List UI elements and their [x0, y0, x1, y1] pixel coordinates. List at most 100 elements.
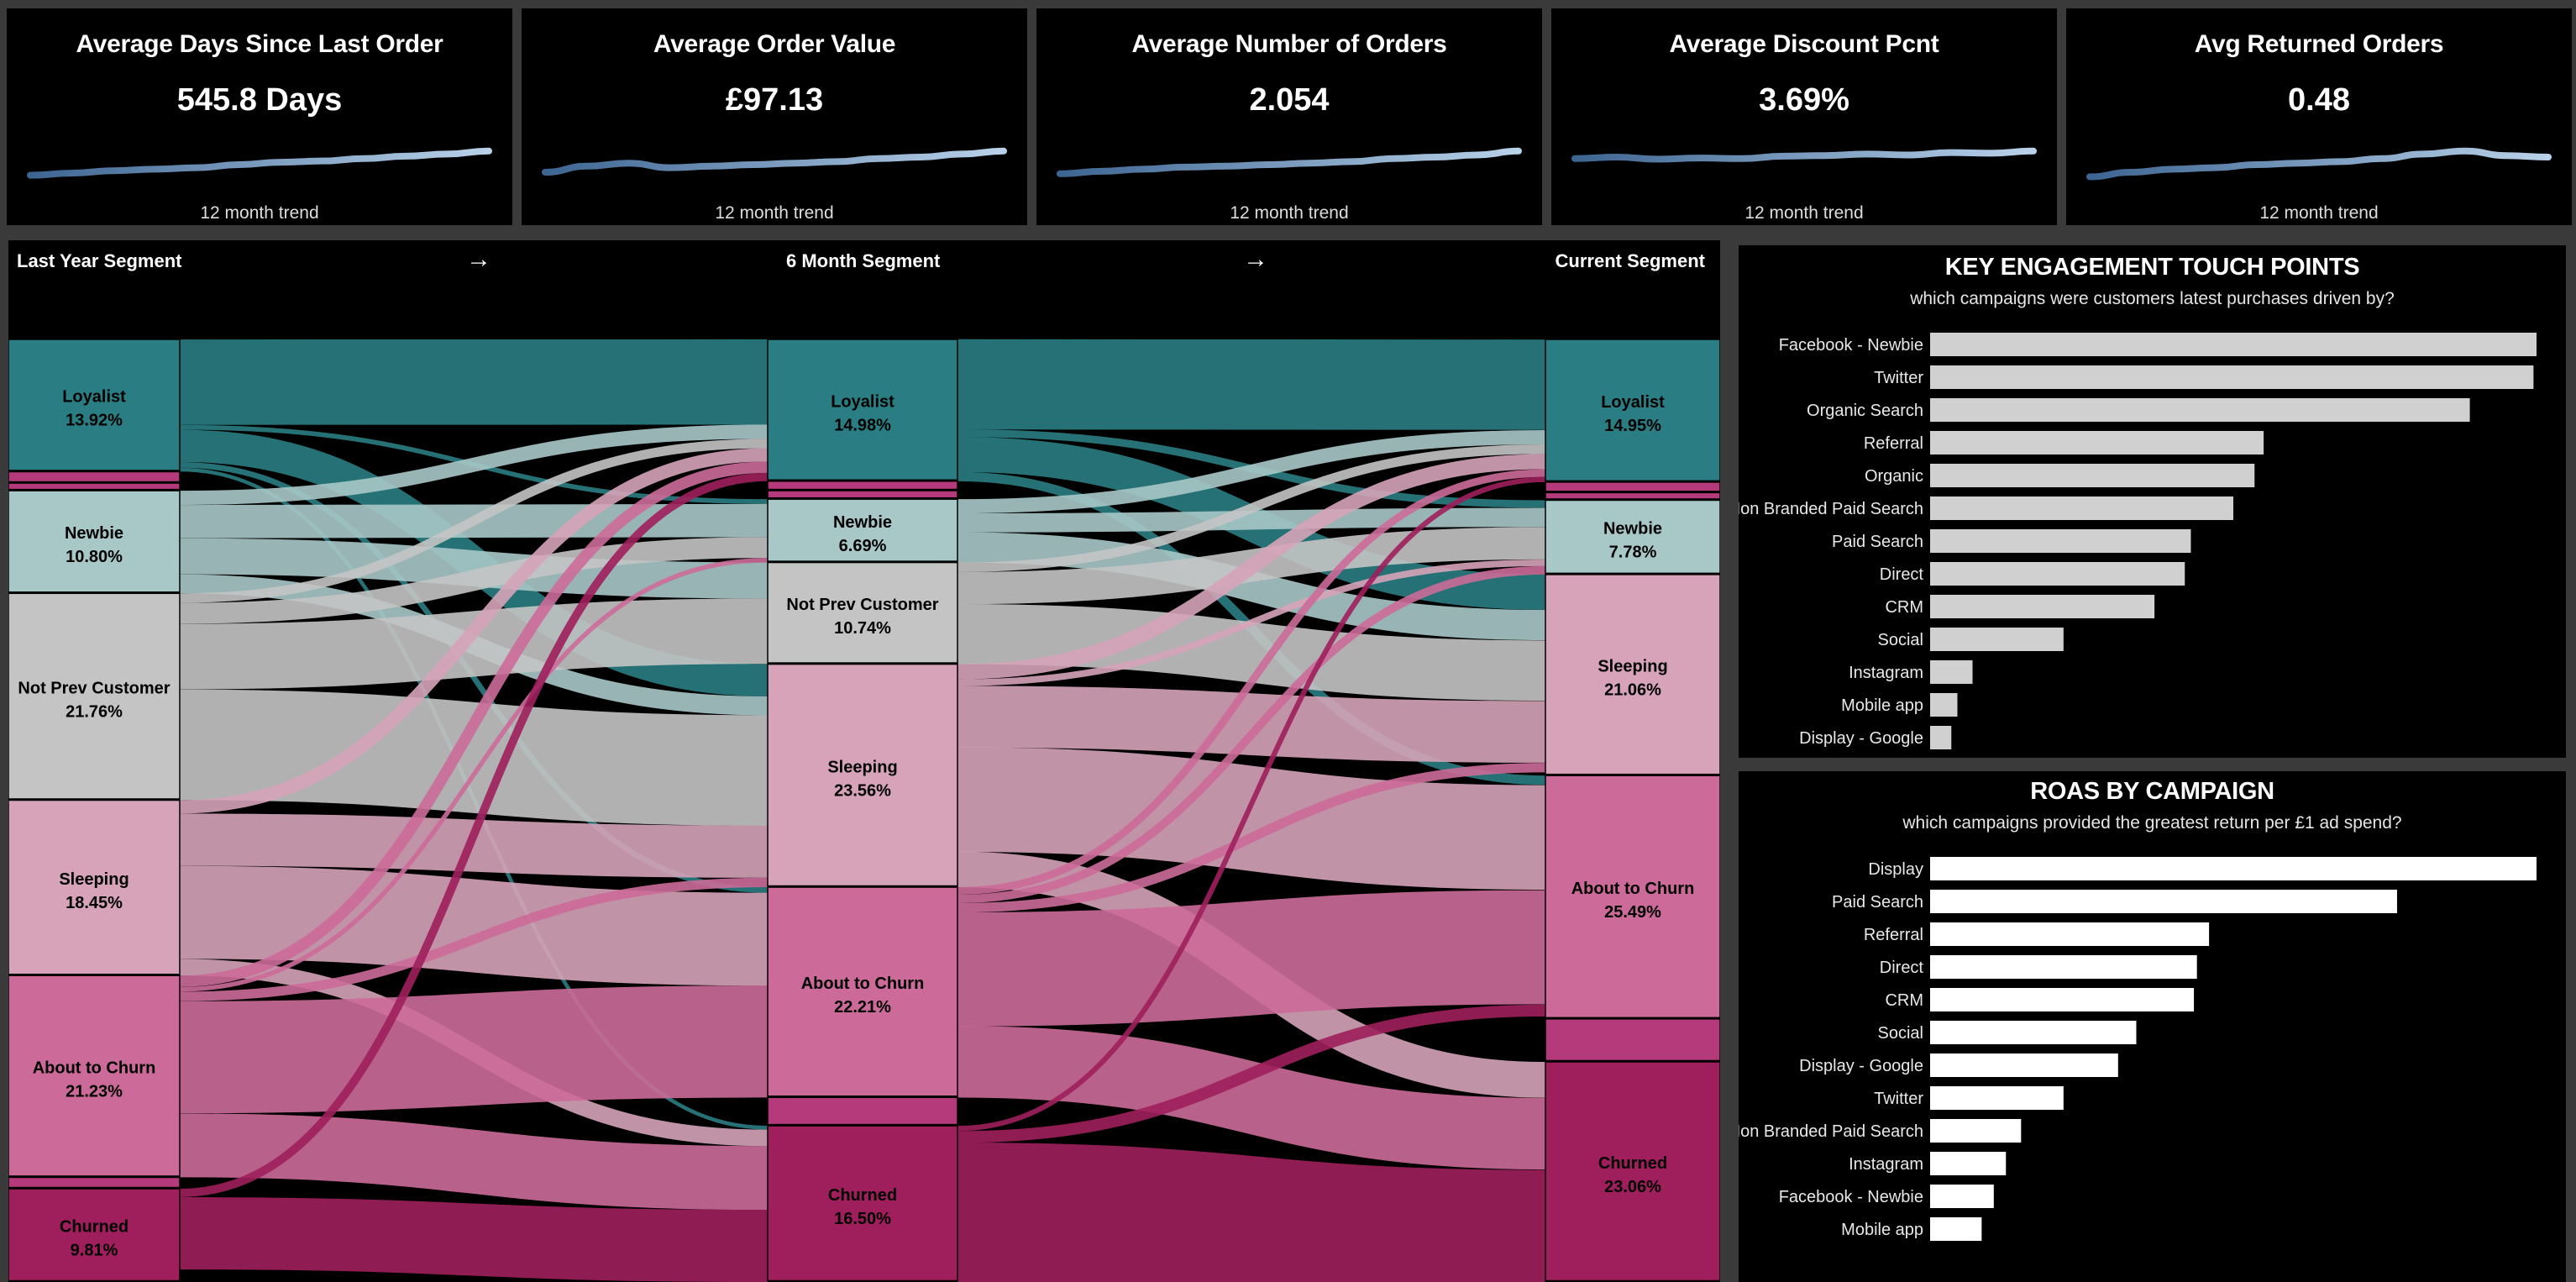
kpi-footnote: 12 month trend: [2259, 203, 2379, 223]
bar-row: Organic Search: [1807, 398, 2470, 422]
segment-node-bar: [8, 490, 181, 593]
segment-node-bar: [1545, 499, 1720, 575]
bar: [1930, 628, 2064, 651]
segment-node: [8, 1176, 181, 1189]
flow-link: [179, 985, 769, 1114]
segment-flow-sankey: Loyalist 13.92% Newbie 10.80% Not Prev Custo…: [8, 339, 1720, 1282]
segment-node-bar: [767, 498, 958, 562]
bar-category-label: Organic Search: [1807, 402, 1923, 420]
kpi-sparkline: [1571, 147, 2037, 163]
bar: [1930, 497, 2233, 520]
segment-node-bar: [1545, 1061, 1720, 1282]
flow-link: [957, 507, 1546, 533]
flow-link: [179, 865, 769, 986]
flow-link: [179, 1197, 769, 1282]
bar: [1930, 1185, 1994, 1208]
segment-node-bar: [1545, 1018, 1720, 1062]
kpi-sparkline: [27, 147, 492, 179]
kpi-title: Average Discount Pcnt: [1669, 30, 1939, 58]
bar-category-label: Instagram: [1849, 664, 1923, 682]
segment-node: [8, 470, 181, 483]
chart-title: ROAS BY CAMPAIGN: [2030, 778, 2274, 805]
bar-row: Display: [1868, 857, 2537, 880]
kpi-title: Average Days Since Last Order: [76, 30, 443, 58]
bar: [1930, 988, 2195, 1011]
bar: [1930, 857, 2537, 880]
chart-title: KEY ENGAGEMENT TOUCH POINTS: [1944, 254, 2360, 281]
flow-link: [179, 689, 769, 826]
segment-node-bar: [8, 470, 181, 483]
segment-node-bar: [767, 886, 958, 1097]
segment-node-name: Sleeping: [827, 758, 897, 776]
bar-category-label: Mobile app: [1841, 1221, 1923, 1239]
segment-node-name: Churned: [60, 1218, 129, 1237]
bar-category-label: Display - Google: [1799, 1057, 1923, 1075]
segment-node-pct: 18.45%: [66, 894, 123, 912]
flow-link: [957, 454, 1546, 680]
segment-node-pct: 21.06%: [1604, 681, 1661, 700]
segment-node-pct: 14.95%: [1604, 417, 1661, 435]
segment-node: [8, 482, 181, 491]
bar-row: Social: [1878, 628, 2064, 651]
segment-node-name: About to Churn: [801, 975, 925, 993]
flow-link: [179, 1113, 769, 1211]
flow-link: [179, 439, 769, 603]
bar-row: Social: [1878, 1021, 2137, 1044]
segment-node-pct: 25.49%: [1604, 903, 1661, 922]
segment-node: [767, 1096, 958, 1126]
segment-node-name: Not Prev Customer: [18, 679, 170, 697]
segment-node-bar: [1545, 491, 1720, 500]
flow-link: [957, 890, 1546, 1027]
flow-link: [957, 429, 1546, 514]
flow-link: [179, 472, 769, 1197]
flow-link: [957, 1004, 1546, 1143]
bar-row: Direct: [1880, 955, 2197, 979]
header-6-month-segment: 6 Month Segment: [786, 250, 941, 271]
arrow-right-icon: →: [466, 245, 491, 273]
segment-node-bar: [8, 1188, 181, 1282]
segment-node-pct: 21.76%: [66, 702, 123, 721]
segment-node-name: Newbie: [1603, 520, 1662, 539]
segment-node-pct: 23.56%: [834, 781, 891, 800]
kpi-value: £97.13: [725, 82, 824, 118]
trend-line: [2086, 147, 2552, 181]
segment-node: Churned 9.81%: [8, 1188, 181, 1282]
segment-flow-panel: Loyalist 13.92% Newbie 10.80% Not Prev Custo…: [8, 240, 1720, 1282]
segment-node-pct: 6.69%: [839, 537, 887, 555]
segment-node-name: Not Prev Customer: [786, 596, 938, 614]
segment-node-name: Sleeping: [1598, 658, 1667, 676]
segment-node-bar: [1545, 339, 1720, 482]
segment-node: Not Prev Customer 10.74%: [767, 561, 958, 664]
segment-node-name: Loyalist: [831, 392, 895, 411]
trend-line: [1057, 147, 1522, 177]
segment-node: Sleeping 21.06%: [1545, 574, 1720, 775]
segment-node-name: Churned: [1598, 1154, 1667, 1173]
segment-node: [767, 481, 958, 491]
bar-row: Referral: [1864, 431, 2264, 454]
bar-row: Facebook - Newbie: [1779, 1185, 1994, 1208]
segment-node: [1545, 481, 1720, 492]
kpi-sparkline: [2086, 147, 2552, 181]
bar: [1930, 562, 2185, 586]
kpi-footnote: 12 month trend: [200, 203, 319, 223]
segment-node: [767, 490, 958, 499]
segment-node: Sleeping 23.56%: [767, 663, 958, 887]
segment-node-bar: [8, 975, 181, 1177]
segment-node-bar: [767, 1096, 958, 1126]
kpi-footnote: 12 month trend: [1744, 203, 1864, 223]
bar-row: Twitter: [1874, 365, 2534, 389]
header-current-segment: Current Segment: [1555, 250, 1705, 271]
flow-link: [957, 1143, 1546, 1282]
segment-node-name: Loyalist: [62, 388, 126, 407]
flow-link: [957, 469, 1546, 896]
bar-row: Display - Google: [1799, 1053, 2118, 1077]
bar-category-label: Direct: [1880, 959, 1924, 977]
bar-row: CRM: [1885, 988, 2195, 1011]
bar-category-label: Twitter: [1874, 1090, 1923, 1108]
segment-node: Loyalist 14.95%: [1545, 339, 1720, 482]
segment-node: Churned 23.06%: [1545, 1061, 1720, 1282]
segment-node-pct: 23.06%: [1604, 1178, 1661, 1196]
bar-category-label: Social: [1878, 1024, 1923, 1043]
segment-node-pct: 16.50%: [834, 1210, 891, 1228]
segment-node-name: Newbie: [833, 513, 892, 532]
